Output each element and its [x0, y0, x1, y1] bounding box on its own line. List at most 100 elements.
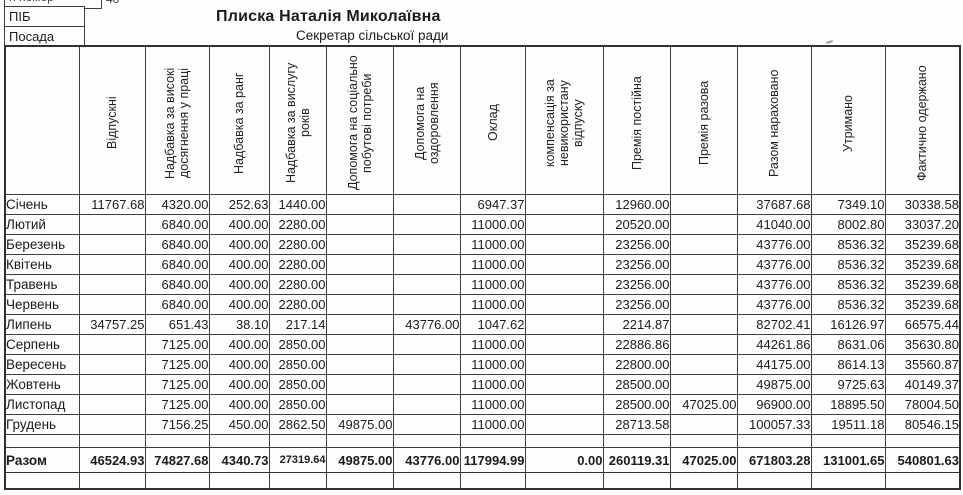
value-cell: [392, 354, 461, 375]
value-cell: 40149.37: [884, 374, 961, 395]
table-row-лютий: Лютий 6840.00 400.00 2280.00 11000.00 20520.0…: [4, 214, 961, 235]
month-cell: Січень: [4, 194, 80, 215]
column-header-label: Премія разова: [696, 80, 711, 166]
value-cell: 217.14: [268, 314, 327, 335]
value-cell: [78, 234, 146, 255]
empty-cell: [78, 434, 146, 448]
value-cell: 400.00: [208, 354, 270, 375]
value-cell: 9725.63: [810, 374, 886, 395]
value-cell: 6947.37: [459, 194, 526, 215]
value-cell: 8536.32: [810, 254, 886, 275]
value-cell: 23256.00: [602, 294, 671, 315]
table-row-вересень: Вересень 7125.00 400.00 2850.00 11000.00 2280…: [4, 354, 961, 375]
value-cell: [392, 374, 461, 395]
totals-value-cell: 260119.31: [602, 447, 671, 473]
value-cell: 28713.58: [602, 414, 671, 435]
value-cell: [669, 234, 738, 255]
value-cell: 2214.87: [602, 314, 671, 335]
empty-cell: [884, 434, 961, 448]
totals-value-cell: 131001.65: [810, 447, 886, 473]
value-cell: 6840.00: [144, 294, 210, 315]
totals-value-cell: 540801.63: [884, 447, 961, 473]
value-cell: 7156.25: [144, 414, 210, 435]
value-cell: 23256.00: [602, 274, 671, 295]
empty-cell: [524, 434, 604, 448]
value-cell: 7349.10: [810, 194, 886, 215]
value-cell: 37687.68: [736, 194, 812, 215]
totals-value-cell: 74827.68: [144, 447, 210, 473]
value-cell: [524, 394, 604, 415]
empty-cell: [208, 434, 270, 448]
value-cell: 7125.00: [144, 374, 210, 395]
value-cell: 11000.00: [459, 334, 526, 355]
value-cell: 30338.58: [884, 194, 961, 215]
column-header-2: Надбавка за ранг: [208, 45, 270, 195]
value-cell: [392, 234, 461, 255]
value-cell: [524, 314, 604, 335]
value-cell: 23256.00: [602, 234, 671, 255]
empty-cell: [810, 472, 886, 489]
employee-position: Секретар сільської ради: [296, 28, 449, 43]
value-cell: [392, 334, 461, 355]
value-cell: [392, 274, 461, 295]
employee-name: Плиска Наталія Миколаївна: [216, 8, 441, 25]
month-cell: Травень: [4, 274, 80, 295]
column-header-label: Допомога на соціально побутові потреби: [345, 55, 374, 191]
value-cell: 7125.00: [144, 354, 210, 375]
column-header-11: Утримано: [810, 45, 886, 195]
column-header-label: Відпускні: [105, 96, 119, 150]
value-cell: 8614.13: [810, 354, 886, 375]
column-header-5: Допомога на оздоровлення: [392, 45, 461, 195]
value-cell: 2862.50: [268, 414, 327, 435]
value-cell: 400.00: [208, 334, 270, 355]
month-cell: Липень: [4, 314, 80, 335]
value-cell: 8536.32: [810, 274, 886, 295]
empty-cell: [268, 434, 327, 448]
value-cell: 49875.00: [736, 374, 812, 395]
value-cell: 22800.00: [602, 354, 671, 375]
totals-value-cell: 117994.99: [459, 447, 526, 473]
value-cell: [78, 414, 146, 435]
value-cell: 4320.00: [144, 194, 210, 215]
empty-cell: [459, 472, 526, 489]
value-cell: [524, 234, 604, 255]
header-row: Відпускні Надбавка за високі досягнення у…: [4, 45, 961, 195]
value-cell: 11000.00: [459, 374, 526, 395]
month-cell: Листопад: [4, 394, 80, 415]
value-cell: 80546.15: [884, 414, 961, 435]
value-cell: 78004.50: [884, 394, 961, 415]
empty-cell: [602, 472, 671, 489]
value-cell: [524, 274, 604, 295]
value-cell: 2850.00: [268, 354, 327, 375]
value-cell: [669, 314, 738, 335]
value-cell: [78, 354, 146, 375]
value-cell: [524, 414, 604, 435]
header-corner-cell: [4, 45, 80, 195]
table-row-липень: Липень 34757.25 651.43 38.10 217.14 43776.00 1…: [4, 314, 961, 335]
column-header-label: Надбавка за вислугу років: [283, 62, 312, 184]
value-cell: [669, 214, 738, 235]
empty-cell: [325, 472, 394, 489]
value-cell: [669, 294, 738, 315]
value-cell: 35239.68: [884, 234, 961, 255]
value-cell: 12960.00: [602, 194, 671, 215]
value-cell: 8536.32: [810, 234, 886, 255]
value-cell: 43776.00: [736, 294, 812, 315]
empty-cell: [810, 434, 886, 448]
value-cell: 11000.00: [459, 214, 526, 235]
value-cell: 66575.44: [884, 314, 961, 335]
value-cell: 6840.00: [144, 214, 210, 235]
cut-off-number-label: н номер: [5, 0, 101, 4]
empty-cell: [208, 472, 270, 489]
value-cell: [78, 394, 146, 415]
payroll-table: Відпускні Надбавка за високі досягнення у…: [4, 45, 961, 490]
value-cell: 35560.87: [884, 354, 961, 375]
value-cell: 400.00: [208, 394, 270, 415]
totals-value-cell: 671803.28: [736, 447, 812, 473]
table-row-серпень: Серпень 7125.00 400.00 2850.00 11000.00 22886…: [4, 334, 961, 355]
column-header-label: Оклад: [485, 104, 500, 142]
empty-cell: [459, 434, 526, 448]
value-cell: [78, 294, 146, 315]
value-cell: [325, 274, 394, 295]
